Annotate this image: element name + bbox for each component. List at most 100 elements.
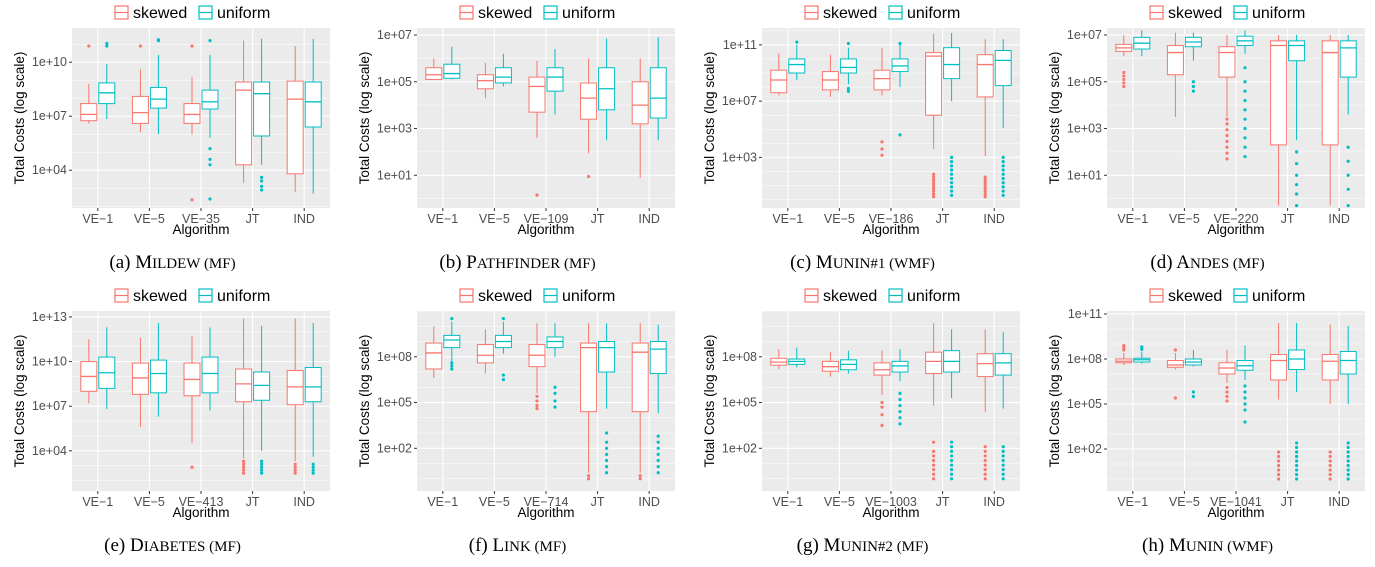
y-axis-title: Total Costs (log scale) [702,335,717,468]
outlier-point [950,164,954,168]
box-skewed [1218,35,1236,161]
box-uniform [788,347,806,368]
box-iqr [1270,354,1288,381]
outlier-point [950,458,954,463]
outlier-point [1328,477,1332,481]
outlier-point [950,463,954,467]
outlier-point [880,423,884,428]
y-tick-label: 1e+05 [1067,397,1102,411]
outlier-point [1001,472,1005,476]
x-tick-label: IND [638,495,660,509]
outlier-point [846,89,850,93]
outlier-point [450,364,454,368]
outlier-point [880,405,884,409]
outlier-point [983,454,987,458]
box-iqr [476,344,494,364]
outlier-point [950,181,954,185]
box-uniform [1236,30,1254,159]
outlier-point [1122,70,1126,75]
outlier-point [208,197,212,201]
x-tick-label: VE−5 [479,495,510,509]
outlier-point [1225,139,1229,143]
outlier-point [1225,394,1229,399]
outlier-point [1346,463,1350,468]
y-tick-label: 1e+07 [32,109,67,123]
outlier-point [208,39,212,43]
outlier-point [983,458,987,463]
x-axis-title: Algorithm [862,505,919,520]
box-iqr [873,362,891,376]
y-tick-label: 1e+05 [722,396,757,410]
box-iqr [1339,351,1357,375]
box-iqr [443,334,461,349]
outlier-point [553,391,557,395]
outlier-point [1243,108,1247,112]
outlier-point [293,471,297,475]
legend-label-skewed: skewed [1168,288,1222,305]
outlier-point [795,40,799,44]
x-axis-title: Algorithm [862,222,919,237]
box-iqr [891,58,909,73]
outlier-point [638,477,642,481]
box-iqr [235,81,253,166]
outlier-point [950,193,954,197]
box-iqr [476,74,494,90]
box-skewed [476,63,494,99]
box-uniform [253,325,271,475]
legend: skewed uniform [459,288,615,305]
outlier-point [105,44,109,48]
box-iqr [976,54,994,98]
chart-panel-1: skewed uniform 1e+04 1e+07 1e+10 VE−1 VE−5 VE−3… [12,5,330,273]
box-uniform [839,350,857,374]
box-skewed [1166,32,1184,117]
outlier-point [983,183,987,188]
outlier-point [880,400,884,405]
box-iqr [821,71,839,91]
box-skewed [425,58,443,80]
outlier-point [293,465,297,469]
box-iqr [994,50,1012,87]
box-iqr [839,58,857,74]
outlier-point [1001,159,1005,164]
outlier-point [208,147,212,151]
outlier-point [932,472,936,476]
box-skewed [286,46,304,192]
outlier-point [950,155,954,159]
y-tick-label: 1e+01 [377,168,412,182]
y-tick-label: 1e+05 [377,75,412,89]
box-skewed [476,329,494,374]
x-tick-label: VE−220 [1214,212,1259,226]
y-tick-label: 1e+08 [722,350,757,364]
outlier-point [311,471,315,475]
box-uniform [943,329,961,481]
outlier-point [1243,384,1247,388]
outlier-point [1243,126,1247,131]
box-skewed [131,44,149,133]
box-iqr [546,67,564,92]
legend-label-skewed: skewed [478,5,532,22]
box-uniform [304,38,322,194]
y-tick-label: 1e+04 [32,444,67,458]
box-iqr [286,370,304,406]
outlier-point [932,440,936,444]
outlier-point [605,440,609,444]
box-skewed [131,337,149,428]
caption-suffix: (MF) [564,256,596,272]
outlier-point [605,464,609,469]
box-iqr [631,81,649,125]
outlier-point [932,454,936,458]
outlier-point [605,452,609,456]
outlier-point [1140,347,1144,351]
outlier-point [1225,145,1229,149]
box-iqr [201,89,219,110]
y-tick-label: 1e+07 [722,94,757,108]
caption-suffix: (MF) [209,539,241,555]
outlier-point [950,449,954,453]
box-iqr [943,47,961,80]
x-tick-label: IND [293,495,315,509]
y-tick-label: 1e+13 [32,310,67,324]
y-axis-title: Total Costs (log scale) [12,52,27,185]
caption-name-initial: M [824,535,841,556]
box-skewed [925,323,943,481]
outlier-point [1346,454,1350,459]
